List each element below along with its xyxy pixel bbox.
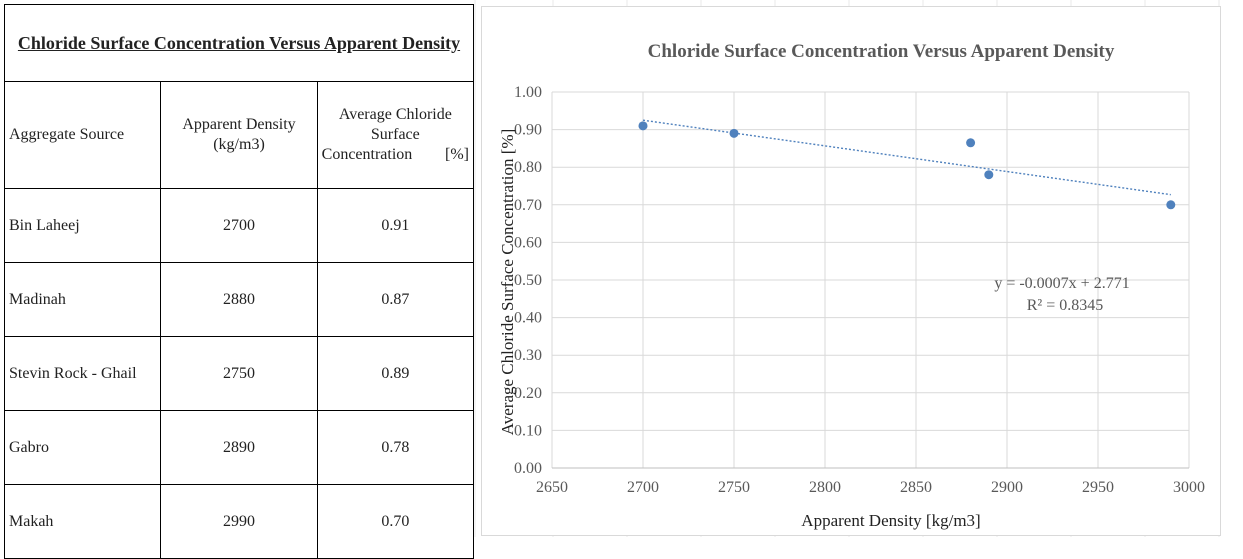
chart-points-layer — [638, 121, 1176, 210]
chart-tick-labels: 0.00 0.10 0.20 0.30 0.40 0.50 0.60 0.70 0.80 0.90… — [514, 84, 1205, 496]
x-tick-label: 2750 — [718, 479, 750, 496]
x-tick-label: 2850 — [900, 479, 932, 496]
y-tick-label: 0.30 — [514, 347, 542, 364]
cell-concentration: 0.70 — [316, 484, 475, 559]
x-tick-label: 2800 — [809, 479, 841, 496]
table-row: Gabro 2890 0.78 — [3, 410, 475, 485]
y-tick-label: 0.00 — [514, 460, 542, 477]
y-tick-label: 1.00 — [514, 84, 542, 101]
x-tick-label: 2700 — [627, 479, 659, 496]
data-point — [729, 128, 739, 138]
cell-source: Madinah — [3, 262, 162, 337]
cell-concentration: 0.91 — [316, 188, 475, 263]
header-apparent-density: Apparent Density (kg/m3) — [160, 81, 318, 189]
header-chloride-concentration: Average Chloride Surface Concentration [… — [316, 81, 475, 189]
table-row: Stevin Rock - Ghail 2750 0.89 — [3, 336, 475, 411]
chart-panel[interactable]: Chloride Surface Concentration Versus Ap… — [481, 6, 1221, 536]
y-tick-label: 0.20 — [514, 385, 542, 402]
header-concentration-word: Concentration — [321, 146, 413, 163]
cell-source: Gabro — [3, 410, 162, 485]
cell-density: 2880 — [160, 262, 318, 337]
y-tick-label: 0.40 — [514, 310, 542, 327]
header-concentration-unit: [%] — [445, 146, 469, 163]
trendline-r-squared: R² = 0.8345 — [1027, 297, 1104, 314]
cell-density: 2750 — [160, 336, 318, 411]
trendline-equation: y = -0.0007x + 2.771 — [994, 275, 1129, 292]
header-concentration-main: Average Chloride Surface — [338, 106, 452, 143]
table-row: Makah 2990 0.70 — [3, 484, 475, 559]
x-tick-label: 2950 — [1082, 479, 1114, 496]
y-tick-label: 0.80 — [514, 159, 542, 176]
cell-concentration: 0.87 — [316, 262, 475, 337]
cell-density: 2990 — [160, 484, 318, 559]
cell-density: 2700 — [160, 188, 318, 263]
cell-source: Bin Laheej — [3, 188, 162, 263]
y-tick-label: 0.50 — [514, 272, 542, 289]
y-tick-label: 0.60 — [514, 234, 542, 251]
x-axis-title: Apparent Density [kg/m3] — [801, 511, 980, 530]
cell-concentration: 0.78 — [316, 410, 475, 485]
data-table: Chloride Surface Concentration Versus Ap… — [3, 4, 475, 559]
y-tick-label: 0.90 — [514, 122, 542, 139]
y-tick-label: 0.10 — [514, 422, 542, 439]
table-header-row: Aggregate Source Apparent Density (kg/m3… — [3, 81, 475, 189]
x-tick-label: 2650 — [536, 479, 568, 496]
y-axis-title: Average Chloride Surface Concentration [… — [498, 129, 517, 436]
chart-title: Chloride Surface Concentration Versus Ap… — [648, 41, 1115, 62]
chart-gridlines — [551, 91, 1190, 469]
cell-source: Makah — [3, 484, 162, 559]
header-aggregate-source: Aggregate Source — [3, 81, 162, 189]
cell-density: 2890 — [160, 410, 318, 485]
data-point — [984, 170, 994, 180]
header-concentration-line: Concentration [%] — [322, 145, 469, 165]
cell-source: Stevin Rock - Ghail — [3, 336, 162, 411]
table-title: Chloride Surface Concentration Versus Ap… — [4, 4, 474, 82]
data-point — [638, 121, 648, 131]
x-tick-label: 3000 — [1173, 479, 1205, 496]
table-row: Madinah 2880 0.87 — [3, 262, 475, 337]
cell-concentration: 0.89 — [316, 336, 475, 411]
y-tick-label: 0.70 — [514, 197, 542, 214]
data-point — [1166, 200, 1176, 210]
scatter-chart: Chloride Surface Concentration Versus Ap… — [498, 41, 1205, 530]
x-tick-label: 2900 — [991, 479, 1023, 496]
trendline — [642, 119, 1171, 196]
chart-trendline-layer — [642, 119, 1171, 196]
data-point — [966, 138, 976, 148]
table-row: Bin Laheej 2700 0.91 — [3, 188, 475, 263]
